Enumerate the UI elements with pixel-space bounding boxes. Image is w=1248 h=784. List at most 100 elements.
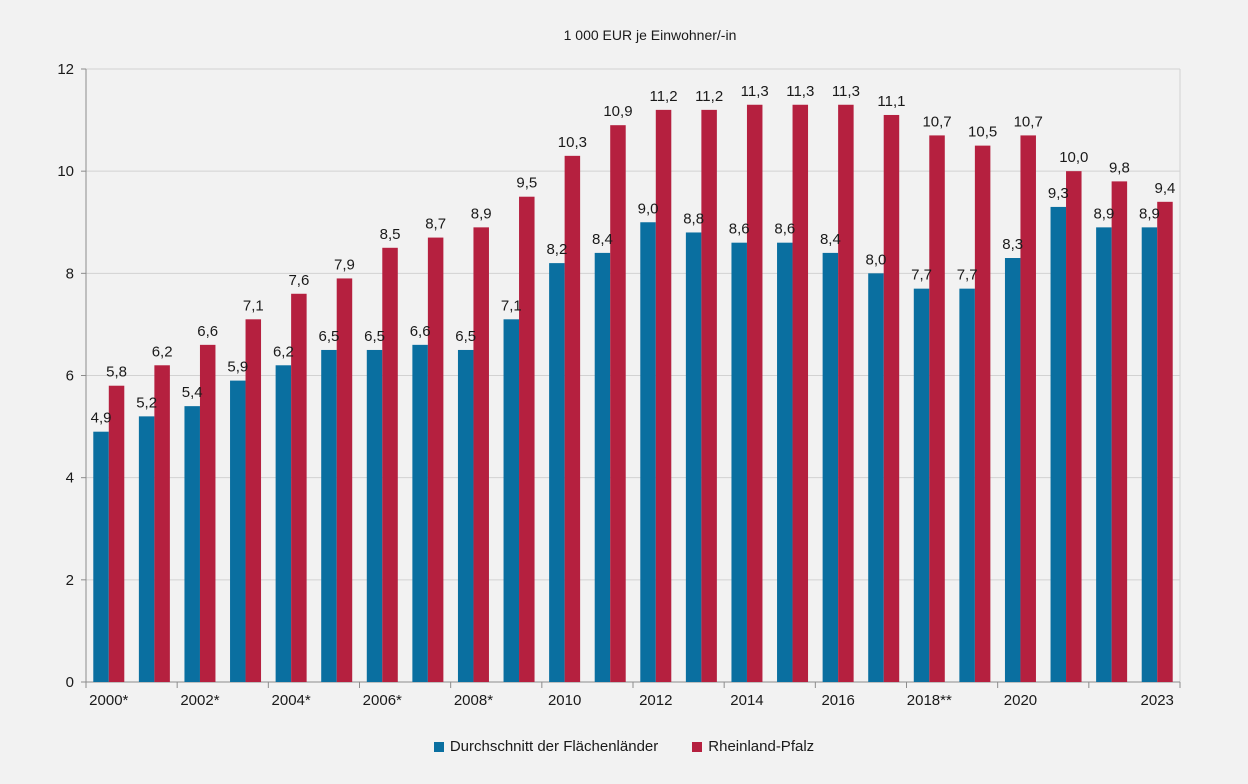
bar — [594, 252, 611, 682]
bar — [291, 293, 307, 682]
data-label: 8,9 — [471, 205, 492, 222]
data-label: 7,1 — [501, 297, 522, 314]
data-label: 6,6 — [410, 323, 431, 340]
data-label: 11,3 — [786, 83, 814, 100]
bar — [245, 319, 262, 682]
bar — [959, 288, 975, 682]
x-tick-label: 2023 — [1141, 692, 1174, 709]
data-label: 8,5 — [380, 226, 401, 243]
bar — [1111, 181, 1128, 682]
data-label: 8,4 — [592, 231, 613, 248]
data-label: 8,6 — [729, 221, 750, 238]
data-label: 4,9 — [91, 410, 112, 427]
x-tick-label: 2000* — [89, 692, 128, 709]
bar — [701, 109, 717, 682]
data-label: 8,3 — [1002, 236, 1023, 253]
bar-chart: 1 000 EUR je Einwohner/-in 0 2 4 6 8 10 12 2000… — [57, 27, 1181, 709]
bar — [883, 114, 900, 683]
data-label: 11,1 — [877, 93, 905, 110]
data-label: 5,8 — [106, 364, 127, 381]
data-label: 10,5 — [968, 124, 997, 141]
legend-label-durchschnitt: Durchschnitt der Flächenländer — [449, 738, 659, 755]
data-label: 5,9 — [227, 359, 248, 376]
data-label: 9,5 — [516, 175, 537, 192]
data-label: 8,8 — [683, 210, 704, 227]
legend: Durchschnitt der Flächenländer Rheinland… — [0, 738, 1248, 755]
data-label: 10,9 — [603, 103, 632, 120]
gridlines — [86, 68, 1181, 682]
bar — [184, 406, 200, 682]
data-label: 9,0 — [638, 200, 659, 217]
bar — [108, 385, 125, 682]
data-label: 8,7 — [425, 216, 446, 233]
y-tick-label: 12 — [57, 61, 74, 78]
bars — [93, 104, 1173, 683]
data-label: 9,4 — [1155, 180, 1176, 197]
bar — [868, 273, 884, 682]
data-label: 5,2 — [136, 394, 157, 411]
bar — [412, 344, 428, 682]
bar — [610, 125, 626, 683]
data-label: 8,0 — [866, 251, 887, 268]
bar — [366, 349, 383, 682]
legend-swatch-rheinland-pfalz — [692, 741, 703, 752]
bar — [93, 431, 109, 682]
chart-title: 1 000 EUR je Einwohner/-in — [564, 27, 737, 43]
x-tick-label: 2012 — [639, 692, 672, 709]
y-tick-label: 4 — [66, 470, 74, 487]
bar — [1066, 171, 1082, 682]
data-label: 8,9 — [1093, 205, 1114, 222]
data-label: 5,4 — [182, 384, 203, 401]
x-tick-label: 2010 — [548, 692, 581, 709]
bar — [336, 278, 353, 682]
x-tick-label: 2002* — [180, 692, 219, 709]
data-label: 6,6 — [197, 323, 218, 340]
bar — [519, 196, 535, 683]
data-label: 8,4 — [820, 231, 841, 248]
bar — [731, 242, 747, 682]
data-label: 7,6 — [288, 272, 309, 289]
data-label: 7,7 — [957, 267, 978, 284]
bar — [655, 109, 672, 682]
bar — [1157, 201, 1173, 683]
x-tick-label: 2004* — [272, 692, 311, 709]
bar — [822, 252, 839, 682]
bar — [199, 344, 216, 682]
data-label: 8,9 — [1139, 205, 1160, 222]
bar — [792, 104, 809, 683]
data-label: 8,6 — [774, 221, 795, 238]
bar — [640, 222, 656, 682]
data-label: 10,7 — [1014, 113, 1043, 130]
bar — [230, 380, 246, 682]
bar — [382, 247, 398, 682]
data-label: 9,8 — [1109, 159, 1130, 176]
data-label: 7,1 — [243, 297, 264, 314]
bar — [1004, 258, 1021, 682]
bar — [154, 365, 170, 682]
bar — [138, 416, 155, 682]
data-label: 7,9 — [334, 256, 355, 273]
data-label: 6,2 — [152, 343, 173, 360]
y-tick-label: 6 — [66, 368, 74, 385]
y-tick-label: 0 — [66, 674, 74, 691]
bar — [275, 365, 292, 682]
bar — [1020, 135, 1036, 683]
bar — [777, 242, 793, 682]
legend-item-durchschnitt: Durchschnitt der Flächenländer — [433, 738, 659, 755]
bar — [427, 237, 444, 682]
x-tick-label: 2014 — [730, 692, 763, 709]
data-label: 6,5 — [364, 328, 385, 345]
bar — [457, 349, 474, 682]
bar — [913, 288, 930, 682]
legend-item-rheinland-pfalz: Rheinland-Pfalz — [692, 738, 814, 755]
data-label: 11,3 — [741, 83, 769, 100]
data-labels: 4,9 5,2 5,4 5,9 6,2 6,5 6,5 6,6 6,5 7,1 8,2 8,4 9,0 8… — [91, 83, 1176, 427]
bar — [746, 104, 763, 683]
legend-swatch-durchschnitt — [433, 741, 444, 752]
data-label: 10,7 — [922, 113, 951, 130]
y-tick-label: 2 — [66, 572, 74, 589]
axes: 0 2 4 6 8 10 12 2000* 2002* 2004* 2006* 2008* 2010 20… — [57, 61, 1181, 709]
bar — [1096, 227, 1112, 682]
bar — [1050, 206, 1067, 683]
